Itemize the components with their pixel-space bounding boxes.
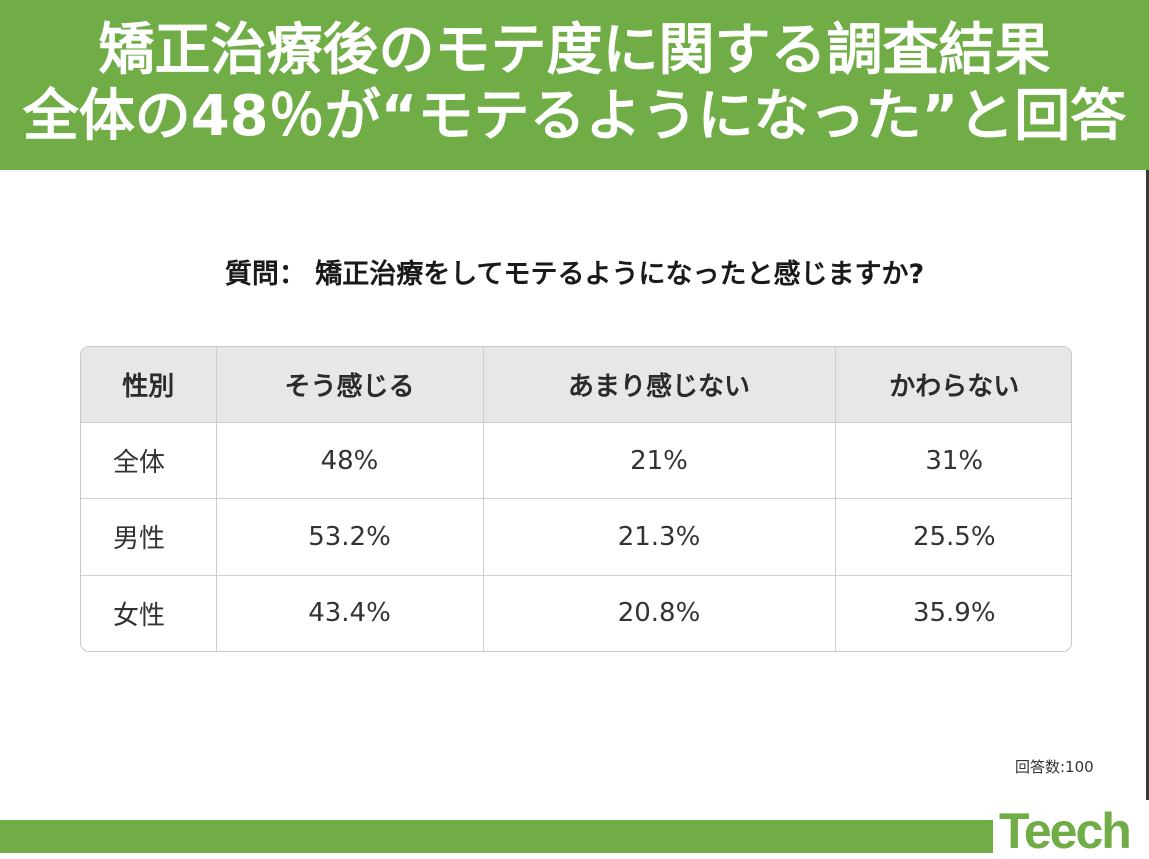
row-label-female: 女性 bbox=[81, 574, 217, 651]
column-header-yes: そう感じる bbox=[215, 347, 484, 423]
table-cell: 31% bbox=[834, 421, 1071, 500]
right-edge-divider bbox=[1146, 170, 1149, 820]
table-cell: 25.5% bbox=[834, 498, 1071, 576]
results-table-container: 性別 そう感じる あまり感じない かわらない 全体 48% 21% 31% 男性… bbox=[80, 346, 1072, 652]
results-table: 性別 そう感じる あまり感じない かわらない 全体 48% 21% 31% 男性… bbox=[81, 347, 1071, 651]
table-header-row: 性別 そう感じる あまり感じない かわらない bbox=[81, 347, 1071, 423]
table-cell: 35.9% bbox=[834, 574, 1071, 651]
title-line-1: 矯正治療後のモテ度に関する調査結果 bbox=[98, 18, 1051, 83]
table-cell: 48% bbox=[215, 421, 484, 500]
table-cell: 21.3% bbox=[482, 498, 836, 576]
row-label-male: 男性 bbox=[81, 498, 217, 576]
header-banner: 矯正治療後のモテ度に関する調査結果 全体の48％が“モテるようになった”と回答 bbox=[0, 0, 1149, 170]
logo-text: Teech bbox=[999, 803, 1132, 859]
column-header-no-change: かわらない bbox=[834, 347, 1071, 423]
table-cell: 43.4% bbox=[215, 574, 484, 651]
table-cell: 21% bbox=[482, 421, 836, 500]
table-row: 女性 43.4% 20.8% 35.9% bbox=[81, 574, 1071, 651]
table-cell: 20.8% bbox=[482, 574, 836, 651]
brand-logo: Teech bbox=[993, 800, 1149, 858]
column-header-gender: 性別 bbox=[81, 347, 217, 423]
table-row: 男性 53.2% 21.3% 25.5% bbox=[81, 498, 1071, 576]
respondent-count: 回答数:100 bbox=[1015, 758, 1094, 776]
table-cell: 53.2% bbox=[215, 498, 484, 576]
footer-bar bbox=[0, 820, 1149, 853]
survey-question: 質問： 矯正治療をしてモテるようになったと感じますか? bbox=[224, 259, 925, 290]
column-header-not-much: あまり感じない bbox=[482, 347, 836, 423]
title-line-2: 全体の48％が“モテるようになった”と回答 bbox=[22, 84, 1127, 149]
table-row: 全体 48% 21% 31% bbox=[81, 421, 1071, 500]
row-label-all: 全体 bbox=[81, 421, 217, 500]
